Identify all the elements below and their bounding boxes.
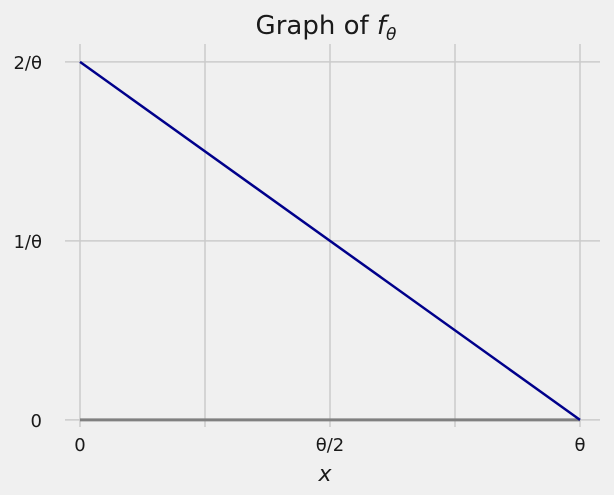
x-tick-label-1: θ/2 [316,435,345,456]
x-axis-label: x [317,462,332,487]
y-tick-label-2: 2/θ [13,53,42,74]
x-tick-label-2: θ [574,435,585,456]
y-tick-label-1: 1/θ [13,232,42,253]
tick-labels: 0 θ/2 θ 0 1/θ 2/θ [13,53,585,456]
chart-title-prefix: Graph of [256,11,377,41]
chart-title-subscript: θ [386,25,397,45]
grid-lines [65,44,600,427]
x-tick-label-0: 0 [74,435,85,456]
y-tick-label-0: 0 [31,411,42,432]
series-line-0 [79,60,581,421]
chart-title: Graph of fθ [256,11,398,45]
plot-area [79,60,581,422]
